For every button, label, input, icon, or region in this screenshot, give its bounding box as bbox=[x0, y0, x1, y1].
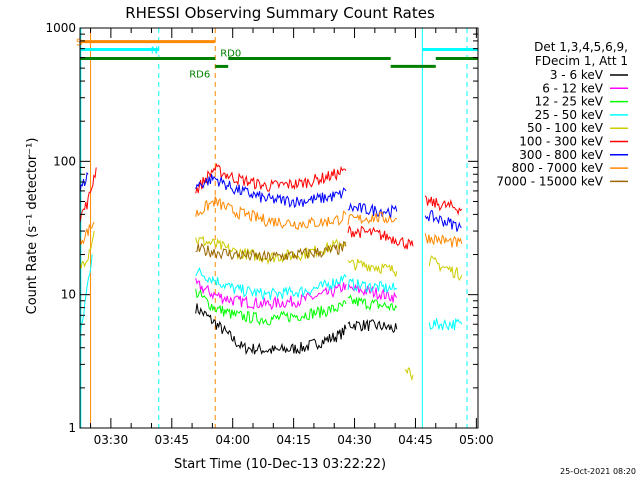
data-series bbox=[79, 162, 463, 382]
series-line bbox=[347, 258, 398, 277]
legend-entry-label: 300 - 800 keV bbox=[519, 148, 603, 162]
x-tick-label: 04:15 bbox=[276, 433, 311, 447]
state-bars: S N RD0 RD6 bbox=[76, 38, 478, 80]
y-tick-label: 1000 bbox=[45, 21, 76, 35]
legend-entry-label: 6 - 12 keV bbox=[542, 81, 604, 95]
legend-entry-label: 7000 - 15000 keV bbox=[496, 174, 603, 188]
series-line bbox=[347, 283, 398, 303]
y-tick-label: 10 bbox=[61, 288, 76, 302]
y-tick-label: 100 bbox=[53, 154, 76, 168]
series-line bbox=[424, 233, 463, 248]
x-axis-label: Start Time (10-Dec-13 03:22:22) bbox=[174, 457, 386, 472]
chart-title: RHESSI Observing Summary Count Rates bbox=[125, 4, 435, 22]
series-line bbox=[195, 162, 347, 194]
timestamp: 25-Oct-2021 08:20 bbox=[560, 467, 636, 476]
series-line bbox=[195, 288, 347, 326]
series-line bbox=[347, 225, 414, 250]
series-line bbox=[79, 254, 93, 341]
series-line bbox=[195, 174, 347, 209]
series-line bbox=[424, 195, 463, 216]
x-tick-label: 04:45 bbox=[398, 433, 433, 447]
series-line bbox=[347, 318, 398, 334]
state-bar-label: S bbox=[76, 38, 82, 49]
series-line bbox=[347, 294, 398, 312]
series-line bbox=[195, 278, 347, 311]
x-tick-label: 03:45 bbox=[154, 433, 189, 447]
state-bar-label: RD0 bbox=[220, 49, 241, 60]
plot-frame bbox=[79, 27, 479, 429]
series-line bbox=[195, 195, 347, 231]
series-line bbox=[195, 267, 347, 300]
y-axis-label: Count Rate (s⁻¹ detector⁻¹) bbox=[25, 138, 40, 315]
legend-header-2: FDecim 1, Att 1 bbox=[535, 54, 628, 68]
y-tick-label: 1 bbox=[68, 421, 76, 435]
state-bar-label: N bbox=[151, 45, 158, 56]
series-line bbox=[195, 303, 347, 356]
x-tick-label: 04:30 bbox=[337, 433, 372, 447]
series-line bbox=[79, 231, 95, 269]
axes: 1 10 100 1000 03:30 03:45 04:00 04:15 04:30 04:45… bbox=[45, 21, 493, 447]
series-line bbox=[79, 171, 89, 193]
x-tick-label: 03:30 bbox=[94, 433, 129, 447]
vertical-markers bbox=[80, 28, 468, 428]
series-line bbox=[428, 255, 463, 282]
series-line bbox=[404, 367, 414, 382]
legend-entry-label: 3 - 6 keV bbox=[550, 68, 604, 82]
x-tick-label: 05:00 bbox=[459, 433, 494, 447]
state-bar-label: RD6 bbox=[189, 69, 210, 80]
legend-entry-label: 12 - 25 keV bbox=[535, 95, 604, 109]
series-line bbox=[79, 221, 95, 245]
series-line bbox=[79, 167, 97, 223]
series-line bbox=[347, 211, 398, 225]
series-line bbox=[347, 277, 398, 294]
series-line bbox=[424, 209, 462, 232]
legend-entry-label: 800 - 7000 keV bbox=[512, 161, 604, 175]
legend-entry-label: 50 - 100 keV bbox=[527, 121, 604, 135]
legend-entry-label: 100 - 300 keV bbox=[519, 135, 603, 149]
x-tick-label: 04:00 bbox=[215, 433, 250, 447]
series-line bbox=[195, 235, 347, 266]
legend-header-1: Det 1,3,4,5,6,9, bbox=[534, 40, 628, 54]
series-line bbox=[347, 202, 398, 220]
series-line bbox=[428, 317, 463, 331]
legend-entry-label: 25 - 50 keV bbox=[535, 108, 604, 122]
series-line bbox=[195, 241, 347, 263]
